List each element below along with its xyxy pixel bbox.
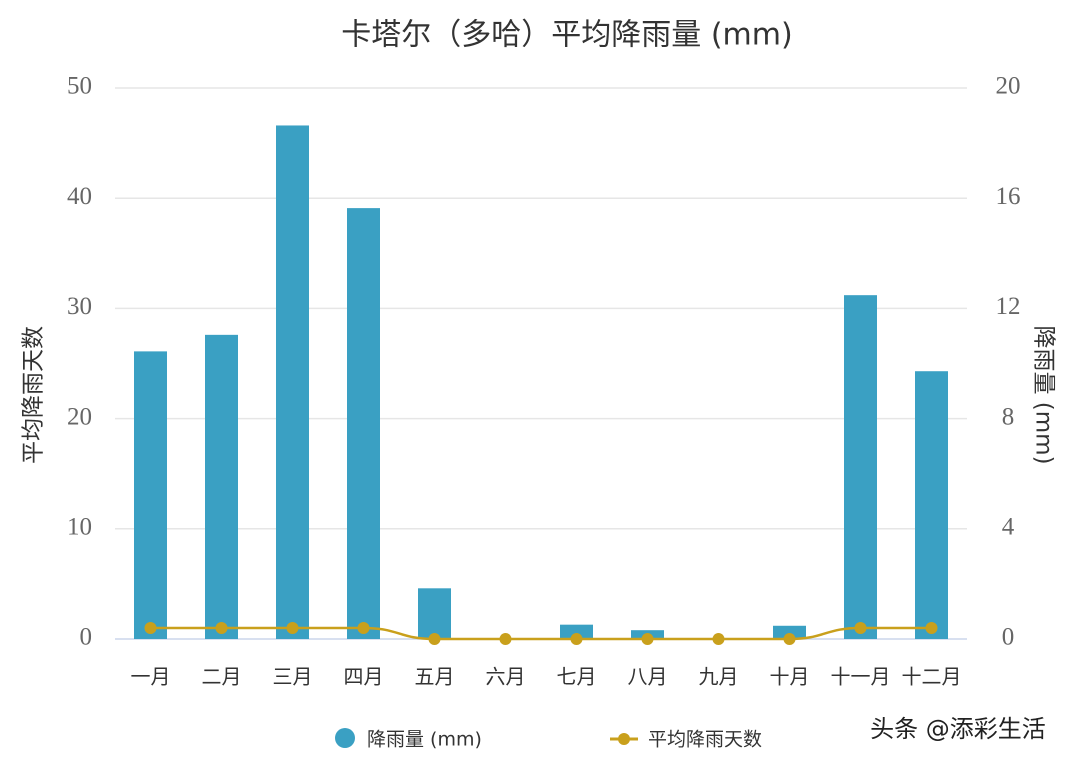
line-point	[925, 621, 938, 634]
y2-tick-label: 0	[1002, 624, 1015, 651]
x-tick-label: 七月	[557, 665, 597, 689]
x-tick-label: 十二月	[902, 665, 962, 689]
x-tick-label: 三月	[273, 665, 313, 689]
bar	[276, 125, 309, 639]
y-tick-label: 0	[80, 624, 93, 651]
legend-label: 平均降雨天数	[648, 729, 762, 751]
chart-title: 卡塔尔（多哈）平均降雨量 (mm)	[341, 18, 792, 53]
y2-tick-label: 4	[1002, 514, 1015, 541]
bar	[560, 624, 593, 639]
x-tick-label: 十月	[770, 665, 810, 689]
bar	[347, 208, 380, 640]
x-tick-label: 九月	[699, 665, 739, 689]
x-tick-label: 五月	[415, 665, 455, 689]
legend-marker	[335, 728, 355, 748]
x-tick-label: 十一月	[831, 665, 891, 689]
y-tick-label: 10	[67, 514, 92, 541]
y-axis-label: 平均降雨天数	[21, 326, 47, 464]
line-point	[783, 633, 796, 645]
line-point	[499, 633, 512, 645]
line-point	[854, 621, 867, 634]
legend-label: 降雨量 (mm)	[367, 729, 482, 751]
x-tick-label: 八月	[628, 665, 668, 689]
x-tick-label: 一月	[131, 665, 171, 689]
bar	[205, 334, 238, 639]
line-point	[357, 621, 370, 634]
y2-axis-label: 降雨量 (mm)	[1031, 325, 1057, 464]
legend-marker	[618, 733, 630, 745]
line-point	[215, 621, 228, 634]
bar	[773, 625, 806, 639]
line-point	[712, 633, 725, 645]
y-tick-label: 30	[67, 293, 92, 320]
x-tick-label: 二月	[202, 665, 242, 689]
line	[150, 626, 932, 641]
bar	[915, 371, 948, 639]
x-tick-label: 四月	[344, 665, 384, 689]
y2-tick-label: 16	[996, 183, 1021, 210]
y2-tick-label: 20	[996, 73, 1021, 100]
bar	[134, 351, 167, 639]
line-point	[641, 633, 654, 645]
line-point	[286, 621, 299, 634]
x-tick-label: 六月	[486, 665, 526, 689]
y-tick-label: 50	[67, 73, 92, 100]
bar	[844, 295, 877, 639]
line-point	[428, 633, 441, 645]
watermark: 头条 @添彩生活	[870, 715, 1046, 743]
line-point	[144, 621, 157, 634]
y2-tick-label: 8	[1002, 403, 1015, 430]
y2-tick-label: 12	[996, 293, 1021, 320]
y-tick-label: 40	[67, 183, 92, 210]
bar	[418, 588, 451, 639]
line-point	[570, 633, 583, 645]
y-tick-label: 20	[67, 403, 92, 430]
